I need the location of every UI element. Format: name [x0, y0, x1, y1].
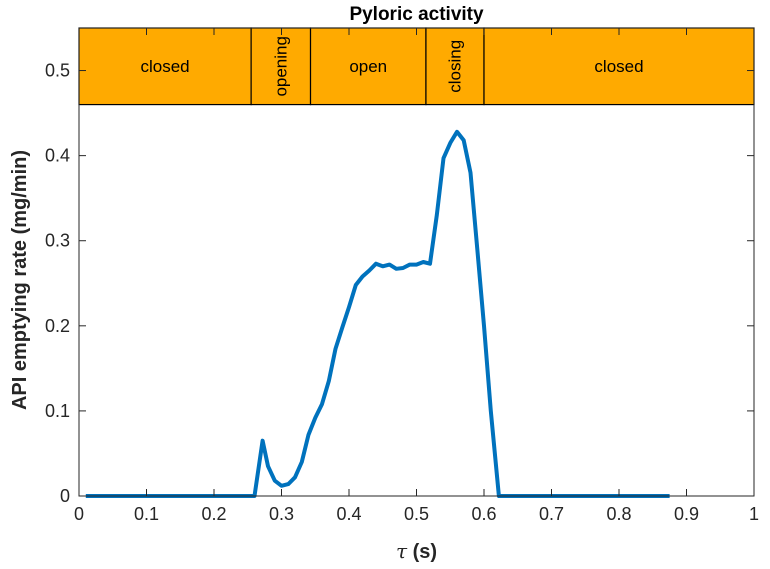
phase-closed-4: [483, 27, 755, 106]
x-tick-label: 0.6: [471, 504, 496, 524]
x-tick-label: 0.8: [606, 504, 631, 524]
y-axis: 0 0.1 0.2 0.3 0.4 0.5: [45, 61, 754, 506]
y-tick-label: 0: [60, 486, 70, 506]
y-tick-label: 0.1: [45, 401, 70, 421]
phase-label-closing-3: closing: [445, 40, 464, 93]
chart-title: Pyloric activity: [349, 4, 484, 25]
x-tick-label: 0.3: [269, 504, 294, 524]
y-tick-label: 0.3: [45, 231, 70, 251]
x-tick-label: 0.5: [404, 504, 429, 524]
phase-label-closed-4: closed: [594, 57, 643, 76]
plot-area: [85, 129, 670, 498]
x-tick-label: 0.7: [539, 504, 564, 524]
y-axis-label: API emptying rate (mg/min): [9, 150, 31, 410]
y-tick-label: 0.2: [45, 316, 70, 336]
x-tick-label: 0: [74, 504, 84, 524]
x-axis-label: τ (s): [396, 539, 437, 563]
y-tick-label: 0.5: [45, 61, 70, 81]
phase-opening-1: [250, 27, 312, 106]
x-axis: 0 0.1 0.2 0.3 0.4 0.5 0.6 0.7 0.8 0.9 1: [74, 28, 759, 524]
phase-band: closed opening open closing closed: [78, 27, 755, 106]
x-axis-unit: (s): [407, 541, 437, 563]
x-tick-label: 0.4: [336, 504, 361, 524]
phase-label-closed-0: closed: [140, 57, 189, 76]
x-tick-label: 1: [749, 504, 759, 524]
x-axis-symbol: τ: [396, 539, 408, 563]
x-tick-label: 0.9: [674, 504, 699, 524]
phase-closed-0: [78, 27, 252, 106]
phase-label-opening-1: opening: [271, 36, 290, 97]
x-tick-label: 0.2: [201, 504, 226, 524]
x-tick-label: 0.1: [134, 504, 159, 524]
phase-label-open-2: open: [349, 57, 387, 76]
y-tick-label: 0.4: [45, 146, 70, 166]
series-line-0: [85, 129, 670, 498]
